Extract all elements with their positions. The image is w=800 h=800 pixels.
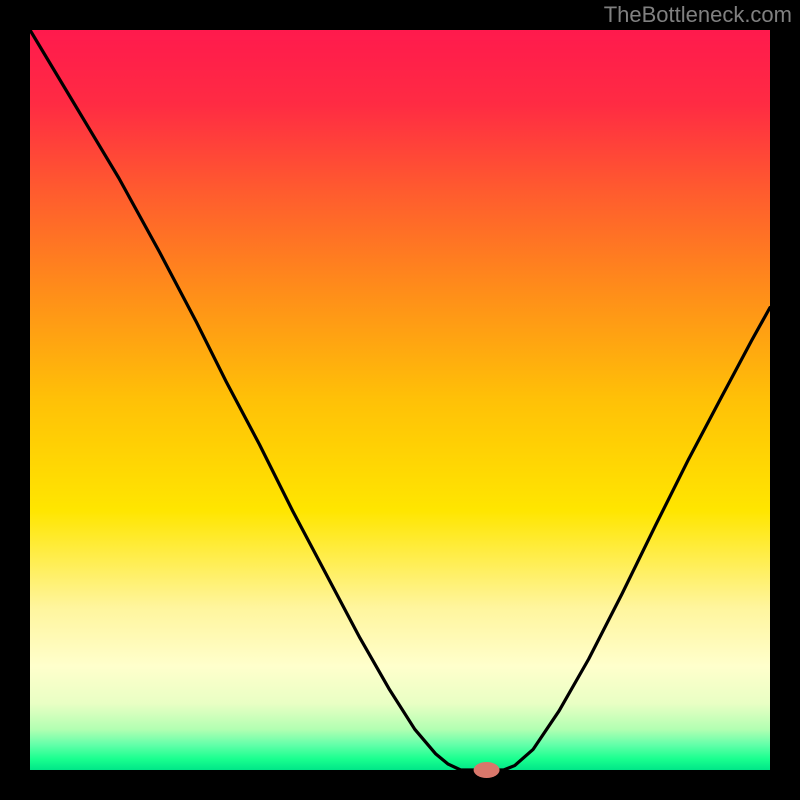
minimum-marker	[474, 762, 500, 778]
chart-svg	[0, 0, 800, 800]
bottleneck-chart: TheBottleneck.com	[0, 0, 800, 800]
watermark-text: TheBottleneck.com	[604, 2, 792, 28]
plot-background	[30, 30, 770, 770]
